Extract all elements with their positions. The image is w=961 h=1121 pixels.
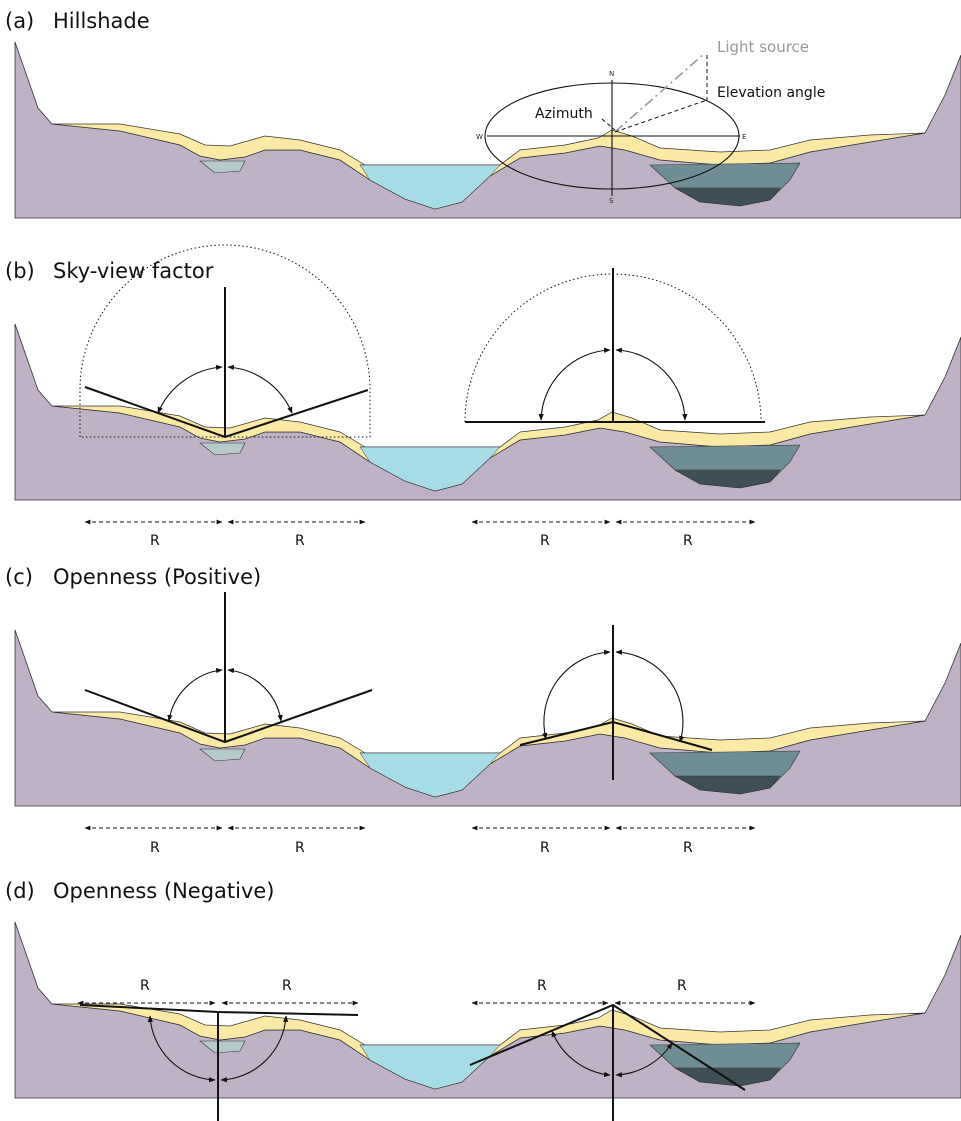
azimuth-label: Azimuth	[535, 106, 593, 122]
terrain	[15, 42, 961, 218]
panel-title: Openness (Negative)	[53, 879, 275, 903]
angle-arc	[228, 670, 281, 721]
compass-w: W	[476, 133, 483, 141]
angle-arc	[228, 367, 292, 413]
radius-arrows: R R R R	[85, 522, 755, 549]
panel-label: (d)	[5, 879, 35, 903]
light-ray	[615, 53, 705, 132]
radius-arrows: R R R R	[78, 978, 755, 1003]
diagram: (a) Hillshade N S W E Light source Eleva…	[0, 0, 961, 1121]
angle-arc	[158, 367, 222, 413]
radius-label: R	[150, 533, 160, 549]
radius-label: R	[282, 978, 292, 994]
panel-title: Openness (Positive)	[53, 565, 261, 589]
radius-label: R	[540, 533, 550, 549]
compass-e: E	[742, 133, 746, 141]
radius-label: R	[295, 533, 305, 549]
panel-label: (b)	[5, 259, 35, 283]
terrain	[15, 922, 961, 1098]
panel-title: Sky-view factor	[53, 259, 214, 283]
radius-label: R	[150, 840, 160, 856]
angle-arc	[169, 670, 222, 721]
radius-label: R	[683, 533, 693, 549]
azimuth-projection	[615, 100, 707, 132]
radius-label: R	[537, 978, 547, 994]
radius-arrows: R R R R	[85, 828, 755, 856]
radius-label: R	[683, 840, 693, 856]
angle-arc	[541, 350, 610, 420]
terrain	[15, 630, 961, 806]
radius-label: R	[540, 840, 550, 856]
panel-label: (c)	[5, 565, 33, 589]
radius-label: R	[677, 978, 687, 994]
compass-n: N	[609, 70, 614, 78]
compass-s: S	[609, 197, 614, 205]
elevation-angle-label: Elevation angle	[717, 85, 825, 101]
radius-label: R	[140, 978, 150, 994]
azimuth-pointer	[602, 119, 615, 130]
panel-label: (a)	[5, 9, 34, 33]
radius-label: R	[295, 840, 305, 856]
light-source-label: Light source	[717, 38, 809, 56]
angle-arc	[616, 350, 685, 420]
panel-title: Hillshade	[53, 9, 150, 33]
